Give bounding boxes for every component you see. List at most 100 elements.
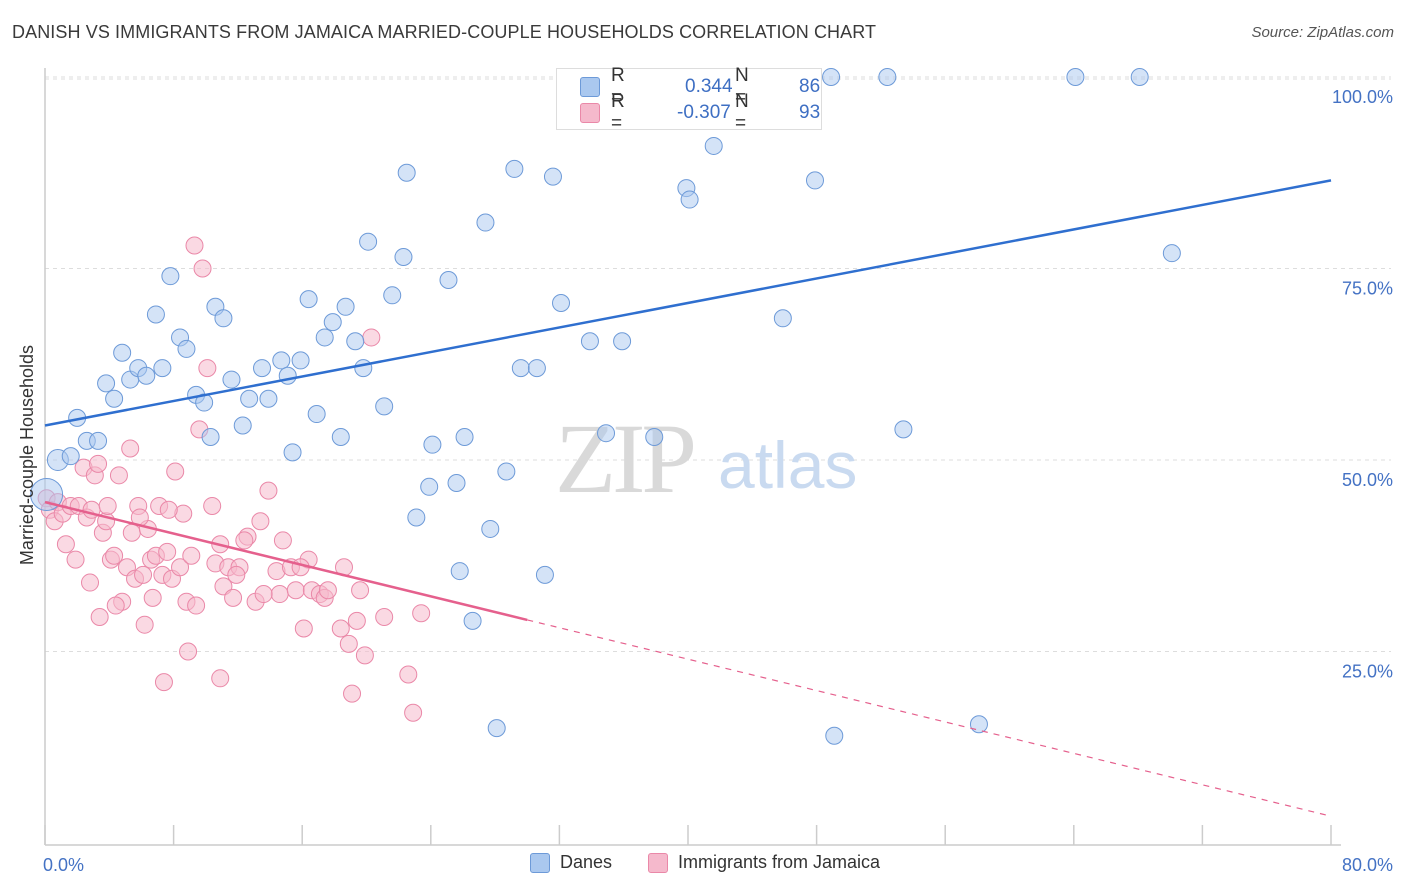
trend-line-jamaica-dashed [527,619,1332,817]
trend-line-danes [44,179,1332,427]
data-point-jamaica [211,669,230,688]
data-point-danes [397,163,416,182]
r-label: R = [611,65,625,108]
data-point-danes [177,339,196,358]
data-point-danes [222,370,241,389]
data-point-danes [113,343,132,362]
data-point-jamaica [355,646,374,665]
n-label: N = [735,91,749,134]
data-point-jamaica [318,581,337,600]
data-point-danes [773,309,792,328]
data-point-jamaica [193,259,212,278]
data-point-danes [420,477,439,496]
data-point-danes [680,190,699,209]
data-point-danes [161,267,180,286]
data-point-jamaica [134,565,153,584]
data-point-jamaica [105,546,124,565]
data-point-jamaica [159,500,178,519]
x-tick-label: 80.0% [1342,855,1393,875]
data-point-danes [511,359,530,378]
data-point-danes [825,726,844,745]
y-axis-label: Married-couple Households [17,345,37,565]
data-point-jamaica [154,673,173,692]
data-point-danes [394,248,413,267]
data-point-jamaica [179,642,198,661]
data-point-jamaica [294,619,313,638]
data-point-danes [272,351,291,370]
data-point-danes [439,270,458,289]
watermark-zip: ZIP [555,403,693,514]
data-point-jamaica [331,619,350,638]
data-point-danes [487,719,506,738]
data-point-danes [597,424,616,443]
data-point-danes [505,159,524,178]
data-point-danes [543,167,562,186]
data-point-danes [259,389,278,408]
stats-legend: R = 0.344 N = 86 R = -0.307 N = 93 [556,65,822,134]
data-point-danes [497,462,516,481]
data-point-danes [894,420,913,439]
data-point-danes [30,477,64,511]
data-point-jamaica [203,496,222,515]
trend-lines [44,179,1332,817]
trend-line-jamaica [44,500,528,622]
data-point-jamaica [198,359,217,378]
data-point-danes [450,562,469,581]
data-point-jamaica [121,439,140,458]
data-point-danes [476,213,495,232]
data-point-jamaica [158,542,177,561]
data-point-danes [375,397,394,416]
data-point-jamaica [399,665,418,684]
data-point-jamaica [171,558,190,577]
data-point-danes [552,293,571,312]
data-point-danes [214,309,233,328]
data-point-danes [153,359,172,378]
data-point-danes [455,428,474,447]
data-point-jamaica [98,496,117,515]
data-point-danes [253,359,272,378]
data-point-danes [383,286,402,305]
series-jamaica-points [37,236,431,722]
data-point-jamaica [254,585,273,604]
data-point-danes [61,447,80,466]
data-point-danes [137,366,156,385]
data-point-danes [307,405,326,424]
data-point-jamaica [343,684,362,703]
data-point-danes [315,328,334,347]
y-tick-label: 25.0% [1342,662,1393,682]
legend-swatch-danes [530,852,550,873]
data-point-jamaica [251,512,270,531]
x-tick-label: 0.0% [43,855,84,875]
data-point-jamaica [286,581,305,600]
legend-swatch-jamaica [648,852,668,873]
data-point-jamaica [227,565,246,584]
data-point-danes [407,508,426,527]
data-point-danes [201,428,220,447]
data-point-danes [969,715,988,734]
data-point-jamaica [187,596,206,615]
data-point-jamaica [56,535,75,554]
r-value-jamaica: -0.307 [677,102,731,123]
r-label: R = [611,91,625,134]
data-point-jamaica [106,596,125,615]
data-point-danes [105,389,124,408]
data-point-jamaica [259,481,278,500]
data-point-danes [1066,68,1085,86]
data-point-danes [463,611,482,630]
n-value-danes: 86 [799,76,821,97]
data-point-danes [240,389,259,408]
data-point-danes [336,297,355,316]
legend-item-danes[interactable]: Danes [530,852,612,873]
stats-swatch-danes [580,77,600,97]
data-point-danes [89,431,108,450]
data-point-danes [346,332,365,351]
legend-item-jamaica[interactable]: Immigrants from Jamaica [648,852,880,873]
data-point-jamaica [224,588,243,607]
r-value-danes: 0.344 [685,76,733,97]
data-point-danes [283,443,302,462]
n-value-jamaica: 93 [799,102,821,123]
data-point-jamaica [89,454,108,473]
n-label: N = [735,65,749,108]
data-point-danes [278,366,297,385]
data-point-danes [299,290,318,309]
